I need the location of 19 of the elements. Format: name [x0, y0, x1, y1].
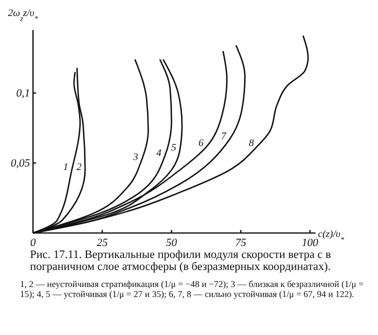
annotation: 8 — [248, 138, 254, 150]
text: 1, 2 — неустойчивая стратификация (1/μ = −48 и −72); 3 — близкая к безразличной (1/μ = 15); 4, 5 — устойчивая (1/μ = 27 и 35); 6, 7, 8 — сильно устойчивая (1/μ = 67, 94 и 122). — [20, 279, 364, 299]
x-tick-label: 75 — [235, 236, 247, 249]
annotation: 1 — [63, 162, 68, 173]
x-tick-label: 50 — [166, 236, 178, 249]
x-tick-label: 100 — [302, 236, 319, 249]
text: Рис. 17.11. Вертикальные профили модуля скорости ветра c в пограничном слое атмосферы (в безразмерных координатах). — [30, 249, 332, 273]
annotation: 5 — [171, 142, 176, 154]
annotation: 6 — [198, 138, 204, 150]
annotation: 3 — [132, 152, 138, 164]
annotation: 7 — [221, 131, 228, 142]
annotation: 4 — [156, 148, 162, 159]
x-axis-title: c(z)/υ$_{*}$ — [318, 229, 344, 244]
x-tick-label: 25 — [96, 236, 108, 249]
y-tick-label: 0,1 — [16, 88, 30, 100]
y-tick-label: 0,05 — [10, 158, 30, 170]
annotation: 2 — [76, 162, 82, 173]
y-axis-title: 2ω$_{z}$z/υ$_{*}$ — [8, 8, 38, 22]
x-tick-label: 0 — [30, 236, 36, 249]
